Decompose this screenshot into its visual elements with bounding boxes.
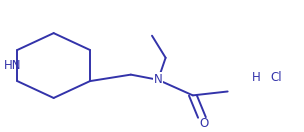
Text: N: N [154, 73, 162, 86]
Text: Cl: Cl [270, 71, 282, 84]
Text: H: H [252, 71, 261, 84]
Text: O: O [199, 117, 209, 130]
Text: HN: HN [4, 59, 21, 72]
